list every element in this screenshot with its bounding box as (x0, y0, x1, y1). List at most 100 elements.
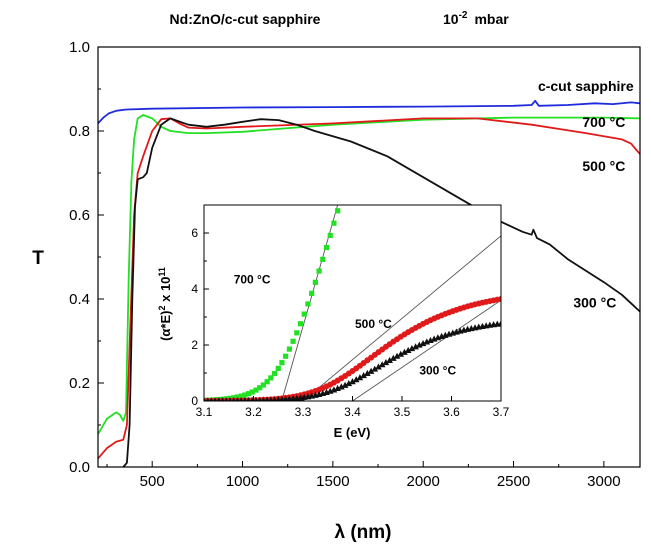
data-point (375, 363, 382, 370)
data-point (338, 383, 345, 390)
y-tick-label: 0.2 (69, 375, 90, 392)
inset-series (204, 196, 501, 401)
data-point (390, 354, 397, 361)
data-point (419, 339, 427, 347)
data-point (339, 196, 344, 201)
data-point (257, 385, 263, 391)
data-point (228, 397, 232, 401)
main-y-ticks: 0.0 0.2 0.4 0.6 0.8 1.0 (69, 39, 104, 476)
series-annotation: 300 °C (573, 294, 616, 310)
y-tick-label: 0.6 (69, 207, 90, 224)
data-point (235, 397, 240, 401)
data-point (283, 353, 289, 359)
data-point (294, 330, 300, 336)
series-line-3 (122, 117, 641, 468)
inset-x-tick-label: 3.3 (295, 405, 312, 419)
data-point (279, 396, 285, 401)
data-point (497, 320, 501, 327)
data-point (316, 268, 322, 274)
data-point (412, 343, 419, 350)
data-point (271, 370, 278, 377)
main-series-lines (97, 99, 641, 468)
data-point (301, 311, 307, 317)
x-tick-label: 3000 (587, 473, 620, 490)
main-x-ticks: 500 1000 1500 2000 2500 3000 (106, 461, 621, 490)
data-point (253, 397, 259, 401)
inset-annotation: 500 °C (355, 317, 392, 331)
y-tick-label: 0.4 (69, 291, 90, 308)
inset-annotation: 700 °C (234, 272, 271, 286)
data-point (382, 359, 390, 366)
x-tick-label: 1000 (226, 473, 259, 490)
data-point (323, 244, 330, 251)
inset-y-tick-label: 2 (191, 338, 198, 352)
data-point (367, 367, 375, 374)
data-point (253, 387, 259, 393)
data-point (320, 256, 326, 262)
main-x-axis-label: λ (nm) (335, 522, 392, 543)
inset-y-ticks: 0 2 4 6 (191, 226, 209, 408)
data-point (213, 397, 218, 401)
y-tick-label: 0.8 (69, 123, 90, 140)
chart-subtitle: 10-2 mbar (443, 10, 509, 27)
data-point (238, 393, 244, 399)
data-point (264, 379, 270, 385)
data-point (327, 232, 333, 239)
data-point (341, 381, 349, 388)
data-point (246, 397, 251, 401)
inset-annotations: 700 °C 500 °C 300 °C (234, 272, 457, 377)
data-point (275, 365, 281, 372)
series-line-1 (97, 114, 641, 435)
data-point (257, 396, 262, 401)
x-tick-label: 2000 (407, 473, 440, 490)
data-point (220, 397, 225, 401)
data-point (386, 356, 393, 363)
data-point (261, 396, 266, 401)
inset-x-tick-label: 3.1 (196, 405, 213, 419)
series-annotation: 700 °C (582, 114, 625, 130)
x-tick-label: 500 (140, 473, 165, 490)
fit-line (302, 235, 501, 401)
data-point (371, 365, 379, 372)
data-point (352, 376, 360, 383)
data-point (242, 397, 247, 401)
data-point (334, 384, 341, 392)
data-point (360, 372, 367, 379)
inset-x-tick-label: 3.2 (245, 405, 262, 419)
inset-annotation: 300 °C (419, 363, 456, 377)
data-point (393, 352, 401, 359)
data-point (309, 290, 315, 296)
main-annotations: c-cut sapphire 700 °C 500 °C 300 °C (538, 78, 634, 310)
y-tick-label: 1.0 (69, 39, 90, 56)
data-point (260, 382, 266, 388)
data-point (378, 361, 386, 368)
data-point (272, 396, 277, 401)
data-point (397, 350, 405, 357)
inset-y-axis-label: (α*E)2 x 1011 (157, 267, 173, 341)
data-point (356, 374, 364, 381)
data-point (335, 208, 341, 214)
x-tick-label: 2500 (497, 473, 530, 490)
data-point (297, 321, 304, 327)
fit-line (352, 299, 501, 401)
data-point (224, 397, 229, 401)
data-point (279, 360, 285, 366)
data-point (498, 296, 501, 303)
data-point (209, 397, 214, 401)
data-point (239, 397, 244, 401)
data-point (205, 397, 210, 401)
inset-x-axis-label: E (eV) (334, 425, 371, 440)
data-point (216, 397, 221, 401)
series-line-0 (97, 99, 641, 125)
data-point (401, 348, 408, 355)
data-point (349, 378, 356, 385)
inset-y-tick-label: 0 (191, 394, 198, 408)
data-point (245, 391, 252, 397)
inset-y-tick-label: 4 (191, 282, 198, 296)
inset-x-tick-label: 3.6 (443, 405, 460, 419)
data-point (249, 389, 255, 395)
inset-x-tick-label: 3.7 (493, 405, 510, 419)
data-point (408, 345, 416, 352)
